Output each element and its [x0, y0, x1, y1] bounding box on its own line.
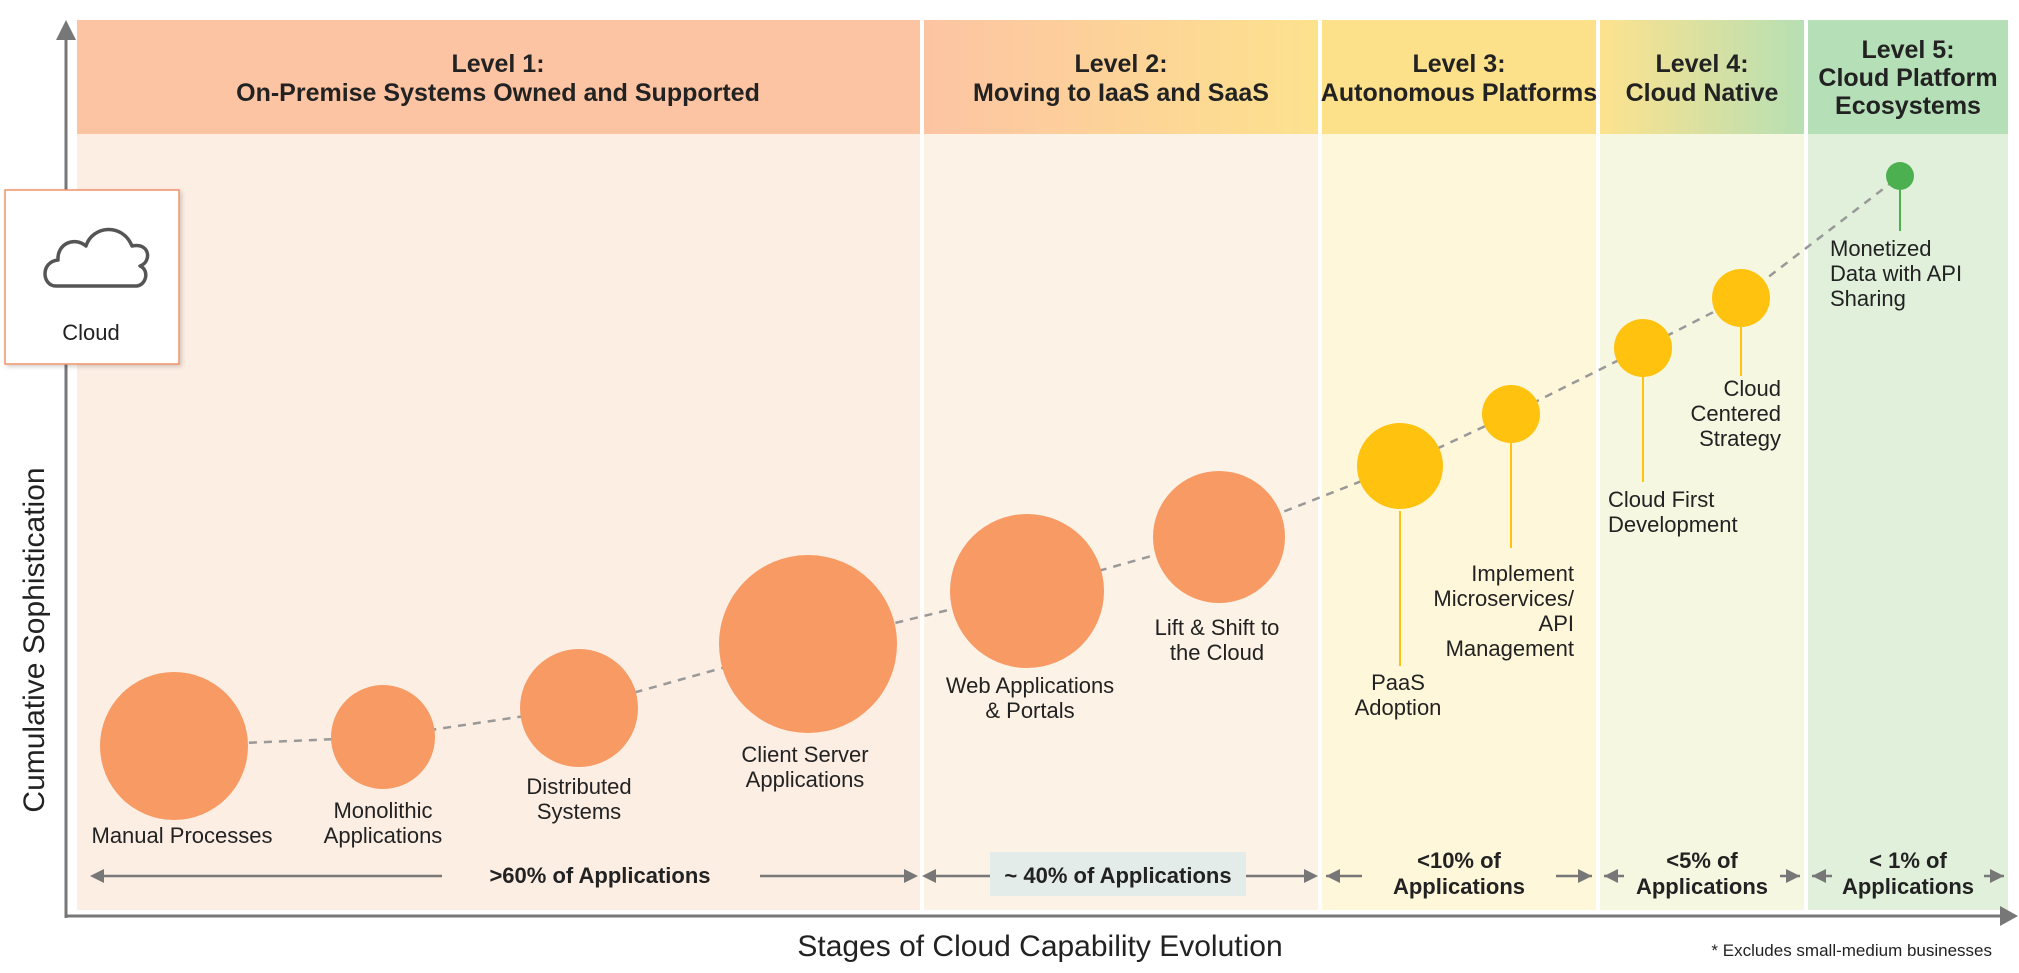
level4-title: Level 4: [1655, 50, 1748, 78]
x-axis-arrow [2000, 906, 2018, 926]
level3-column [1322, 134, 1596, 910]
level5-share-label-1: < 1% of [1869, 848, 1947, 873]
level5-share: < 1% of Applications [1812, 848, 2004, 899]
level4-header [1600, 20, 1804, 134]
stage-4-marker [719, 555, 897, 733]
level5-title: Level 5: [1861, 36, 1954, 64]
level1-header [77, 20, 920, 134]
stage-9-marker [1614, 319, 1672, 377]
stage-10-marker [1712, 269, 1770, 327]
stage-11-marker [1886, 162, 1914, 190]
legend-label: Cloud [62, 320, 119, 345]
stage-2-label: Applications [324, 823, 443, 848]
level5-subtitle-2: Ecosystems [1835, 92, 1981, 120]
stage-3-label: Systems [537, 799, 621, 824]
stage-11-label: Data with API [1830, 261, 1962, 286]
level1-share-label: >60% of Applications [489, 863, 710, 888]
stage-3-marker [520, 649, 638, 767]
stage-10-label: Strategy [1699, 426, 1781, 451]
level5-subtitle: Cloud Platform [1818, 64, 1997, 92]
stage-5-label: & Portals [985, 698, 1074, 723]
level4-share-label-1: <5% of [1666, 848, 1738, 873]
level3-share-label-2: Applications [1393, 874, 1525, 899]
level2-share: ~ 40% of Applications [922, 852, 1318, 896]
stage-8-label: Implement [1471, 561, 1574, 586]
stage-3-label: Distributed [526, 774, 631, 799]
stage-4-label: Applications [746, 767, 865, 792]
y-axis-arrow [56, 20, 76, 40]
level1-title: Level 1: [451, 50, 544, 78]
stage-8-marker [1482, 385, 1540, 443]
y-axis-label: Cumulative Sophistication [18, 467, 51, 812]
level2-title: Level 2: [1074, 50, 1167, 78]
level3-header [1322, 20, 1596, 134]
stage-8-label: Management [1446, 636, 1574, 661]
stage-11-label: Monetized [1830, 236, 1932, 261]
level5-header [1808, 20, 2008, 134]
stage-2-label: Monolithic [333, 798, 432, 823]
stage-9-label: Development [1608, 512, 1738, 537]
stage-1-marker [100, 672, 248, 820]
x-axis-label: Stages of Cloud Capability Evolution [797, 930, 1282, 963]
stage-6-marker [1153, 471, 1285, 603]
stage-5-marker [950, 514, 1104, 668]
stage-10-label: Cloud [1724, 376, 1781, 401]
stage-2-marker [331, 685, 435, 789]
stage-7-label: PaaS [1371, 670, 1425, 695]
stage-9-label: Cloud First [1608, 487, 1714, 512]
level4-subtitle: Cloud Native [1626, 79, 1779, 107]
cloud-icon [43, 227, 150, 288]
stage-7-marker [1357, 423, 1443, 509]
level2-share-label: ~ 40% of Applications [1004, 863, 1231, 888]
level3-subtitle: Autonomous Platforms [1321, 79, 1597, 107]
stage-4-label: Client Server [741, 742, 868, 767]
stage-10-label: Centered [1690, 401, 1781, 426]
level3-title: Level 3: [1412, 50, 1505, 78]
stage-8-label: Microservices/ [1433, 586, 1574, 611]
stage-5: Web Applications& Portals [946, 514, 1114, 723]
stage-11-label: Sharing [1830, 286, 1906, 311]
stage-1-label: Manual Processes [92, 823, 273, 848]
footnote: * Excludes small-medium businesses [1711, 941, 1992, 960]
stage-8-label: API [1539, 611, 1574, 636]
level2-header [924, 20, 1318, 134]
stage-7-label: Adoption [1355, 695, 1442, 720]
legend-box: Cloud [4, 189, 180, 365]
level2-subtitle: Moving to IaaS and SaaS [973, 79, 1269, 107]
stages-layer: Manual ProcessesMonolithicApplicationsDi… [92, 162, 1962, 848]
level5-share-label-2: Applications [1842, 874, 1974, 899]
level1-share: >60% of Applications [90, 863, 918, 888]
stage-6-label: the Cloud [1170, 640, 1264, 665]
stage-5-label: Web Applications [946, 673, 1114, 698]
level5-column [1808, 134, 2008, 910]
level4-column [1600, 134, 1804, 910]
level4-share: <5% of Applications [1604, 848, 1800, 899]
stage-6-label: Lift & Shift to [1155, 615, 1280, 640]
level3-share: <10% of Applications [1326, 848, 1592, 899]
level4-share-label-2: Applications [1636, 874, 1768, 899]
stage-1: Manual Processes [92, 672, 273, 848]
level3-share-label-1: <10% of [1417, 848, 1501, 873]
level1-subtitle: On-Premise Systems Owned and Supported [236, 79, 760, 107]
